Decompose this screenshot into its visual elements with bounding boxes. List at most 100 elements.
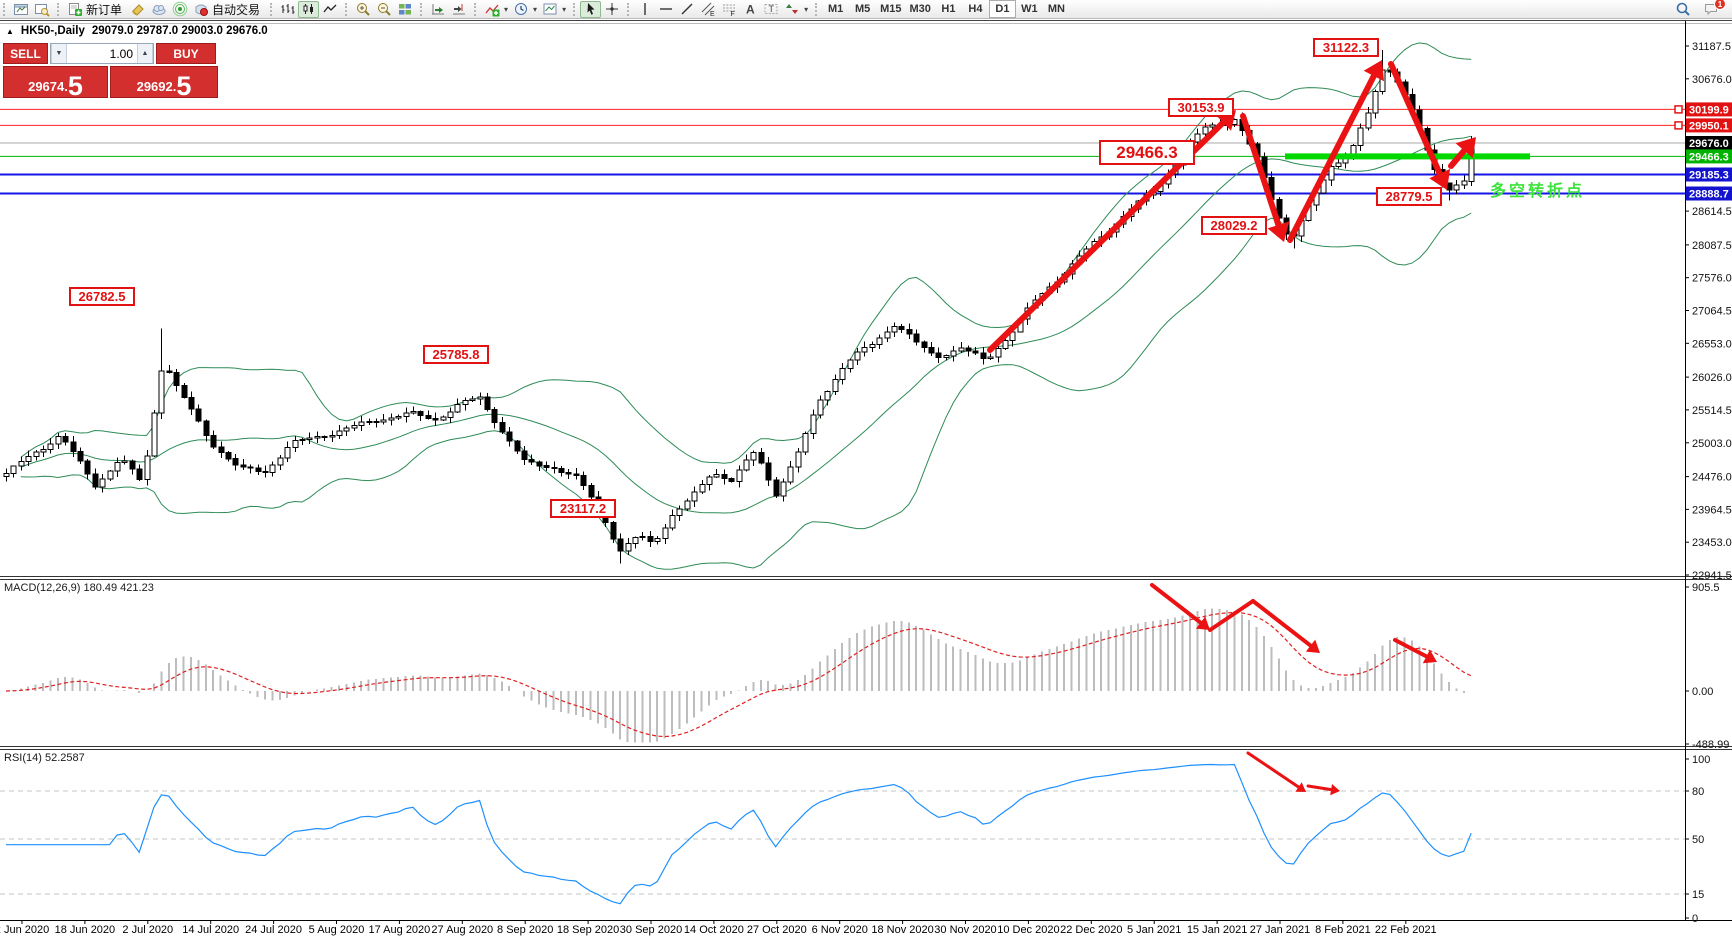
crosshair-tool-icon xyxy=(605,3,618,15)
svg-text:26553.0: 26553.0 xyxy=(1692,338,1732,350)
volume-decrease-button[interactable]: ▼ xyxy=(51,44,67,63)
toolbar-group xyxy=(417,0,471,19)
price-axis-badge: 29950.1 xyxy=(1686,118,1732,133)
notifications-button[interactable]: 1 xyxy=(1700,0,1726,18)
price-annotation-label[interactable]: 31122.3 xyxy=(1313,38,1379,57)
new-chart-button[interactable] xyxy=(10,1,31,18)
horizontal-line-tool-button[interactable] xyxy=(655,1,676,18)
date-axis[interactable]: 2 Jun 2020 18 Jun 2020 2 Jul 2020 14 Jul 20… xyxy=(0,920,1437,936)
eraser-button[interactable] xyxy=(127,1,148,18)
indicators-button[interactable] xyxy=(481,1,502,18)
svg-text:30153.9: 30153.9 xyxy=(1178,100,1225,115)
one-click-collapse-icon[interactable]: ▲ xyxy=(6,27,14,36)
svg-text:0: 0 xyxy=(1692,913,1698,925)
volume-input[interactable] xyxy=(67,44,137,63)
toolbar-grip[interactable] xyxy=(474,2,478,16)
svg-text:22 Feb 2021: 22 Feb 2021 xyxy=(1375,924,1437,936)
crosshair-tool-button[interactable] xyxy=(601,1,622,18)
periods-dropdown[interactable]: ▾ xyxy=(533,4,538,14)
svg-text:A: A xyxy=(746,3,755,17)
svg-text:30 Nov 2020: 30 Nov 2020 xyxy=(934,924,996,936)
cursor-tool-button[interactable] xyxy=(580,0,602,18)
timeframe-w1[interactable]: W1 xyxy=(1021,3,1038,15)
toolbar-grip[interactable] xyxy=(345,2,349,16)
line-endpoint-marker[interactable] xyxy=(1674,105,1683,114)
bar-chart-mode-button[interactable] xyxy=(277,1,298,18)
candlestick-mode-button[interactable] xyxy=(298,0,320,18)
price-annotation-label[interactable]: 25785.8 xyxy=(423,345,489,364)
toolbar-grip[interactable] xyxy=(270,2,274,16)
tile-windows-button[interactable] xyxy=(394,1,415,18)
timeframe-mn[interactable]: MN xyxy=(1047,3,1065,15)
equidistant-channel-tool-icon: E xyxy=(701,2,715,17)
timeframe-m5[interactable]: M5 xyxy=(854,3,871,15)
zoom-out-button[interactable] xyxy=(373,1,394,18)
cloud-sync-button[interactable] xyxy=(148,1,169,18)
price-annotation-label[interactable]: 30153.9 xyxy=(1168,98,1234,117)
label-tool-button[interactable]: T xyxy=(760,1,781,18)
timeframe-h1[interactable]: H1 xyxy=(941,3,956,15)
svg-text:T: T xyxy=(768,4,774,14)
auto-trading-button[interactable] xyxy=(190,1,211,18)
trendline-tool-button[interactable] xyxy=(676,1,697,18)
timeframe-m15[interactable]: M15 xyxy=(880,3,902,15)
price-annotation-label[interactable]: 28779.5 xyxy=(1376,187,1442,206)
fibonacci-tool-button[interactable]: F xyxy=(718,1,739,18)
toolbar-grip[interactable] xyxy=(3,2,7,16)
sell-price-display[interactable]: 29674. 5 xyxy=(3,66,108,99)
svg-text:31122.3: 31122.3 xyxy=(1323,40,1369,55)
chart-shift-button[interactable] xyxy=(448,1,469,18)
notification-badge: 1 xyxy=(1714,0,1726,10)
volume-increase-button[interactable]: ▲ xyxy=(137,44,153,63)
price-annotation-label[interactable]: 29466.3 xyxy=(1099,140,1195,165)
svg-text:0.00: 0.00 xyxy=(1692,686,1713,698)
trend-arrows-macd[interactable] xyxy=(1150,583,1437,664)
trend-arrows-rsi[interactable] xyxy=(1246,751,1340,796)
timeframe-m30[interactable]: M30 xyxy=(909,3,931,15)
templates-dropdown[interactable]: ▾ xyxy=(562,4,567,14)
price-annotation-label[interactable]: 26782.5 xyxy=(69,287,135,306)
svg-text:29676.0: 29676.0 xyxy=(1689,138,1729,150)
arrows-tool-button[interactable] xyxy=(781,1,802,18)
svg-text:10 Dec 2020: 10 Dec 2020 xyxy=(997,924,1059,936)
toolbar-grip[interactable] xyxy=(57,2,61,16)
chart-title-bar: ▲ HK50-,Daily 29079.0 29787.0 29003.0 29… xyxy=(6,25,268,37)
line-endpoint-marker[interactable] xyxy=(1674,121,1683,130)
chart-profiles-button[interactable] xyxy=(31,1,52,18)
price-annotation-label[interactable]: 28029.2 xyxy=(1201,216,1267,235)
toolbar-group: ▾ ▾ ▾ xyxy=(471,0,570,19)
svg-text:30199.9: 30199.9 xyxy=(1689,104,1729,116)
vertical-line-tool-button[interactable] xyxy=(634,1,655,18)
zoom-in-button[interactable] xyxy=(352,1,373,18)
support-zone-line[interactable] xyxy=(1285,153,1530,160)
buy-price-main: 29692. xyxy=(136,79,177,94)
new-order-button[interactable] xyxy=(64,1,85,18)
arrows-tool-dropdown[interactable]: ▾ xyxy=(804,4,809,14)
toolbar-grip[interactable] xyxy=(573,2,577,16)
timeframe-d1[interactable]: D1 xyxy=(988,0,1016,18)
bollinger-lower xyxy=(20,212,1472,570)
search-button[interactable] xyxy=(1672,0,1694,18)
templates-button[interactable] xyxy=(539,1,560,18)
rsi-label: RSI(14) 52.2587 xyxy=(4,752,85,764)
buy-button[interactable]: BUY xyxy=(156,43,216,64)
equidistant-channel-tool-button[interactable]: E xyxy=(697,1,718,18)
auto-scroll-button[interactable] xyxy=(427,1,448,18)
timeframe-h4[interactable]: H4 xyxy=(968,3,983,15)
signals-button[interactable] xyxy=(169,1,190,18)
templates-icon xyxy=(543,3,557,15)
toolbar-grip[interactable] xyxy=(420,2,424,16)
svg-text:23117.2: 23117.2 xyxy=(560,501,606,516)
sell-button[interactable]: SELL xyxy=(3,43,48,64)
buy-price-display[interactable]: 29692. 5 xyxy=(110,66,218,99)
line-chart-mode-button[interactable] xyxy=(319,1,340,18)
price-annotation-label[interactable]: 23117.2 xyxy=(550,499,616,518)
toolbar-grip[interactable] xyxy=(815,2,819,16)
periods-button[interactable] xyxy=(510,1,531,18)
turning-point-note[interactable]: 多空转折点 xyxy=(1490,181,1585,200)
indicators-dropdown[interactable]: ▾ xyxy=(504,4,509,14)
toolbar-grip[interactable] xyxy=(627,2,631,16)
text-tool-button[interactable]: A xyxy=(739,1,760,18)
timeframe-m1[interactable]: M1 xyxy=(827,3,844,15)
